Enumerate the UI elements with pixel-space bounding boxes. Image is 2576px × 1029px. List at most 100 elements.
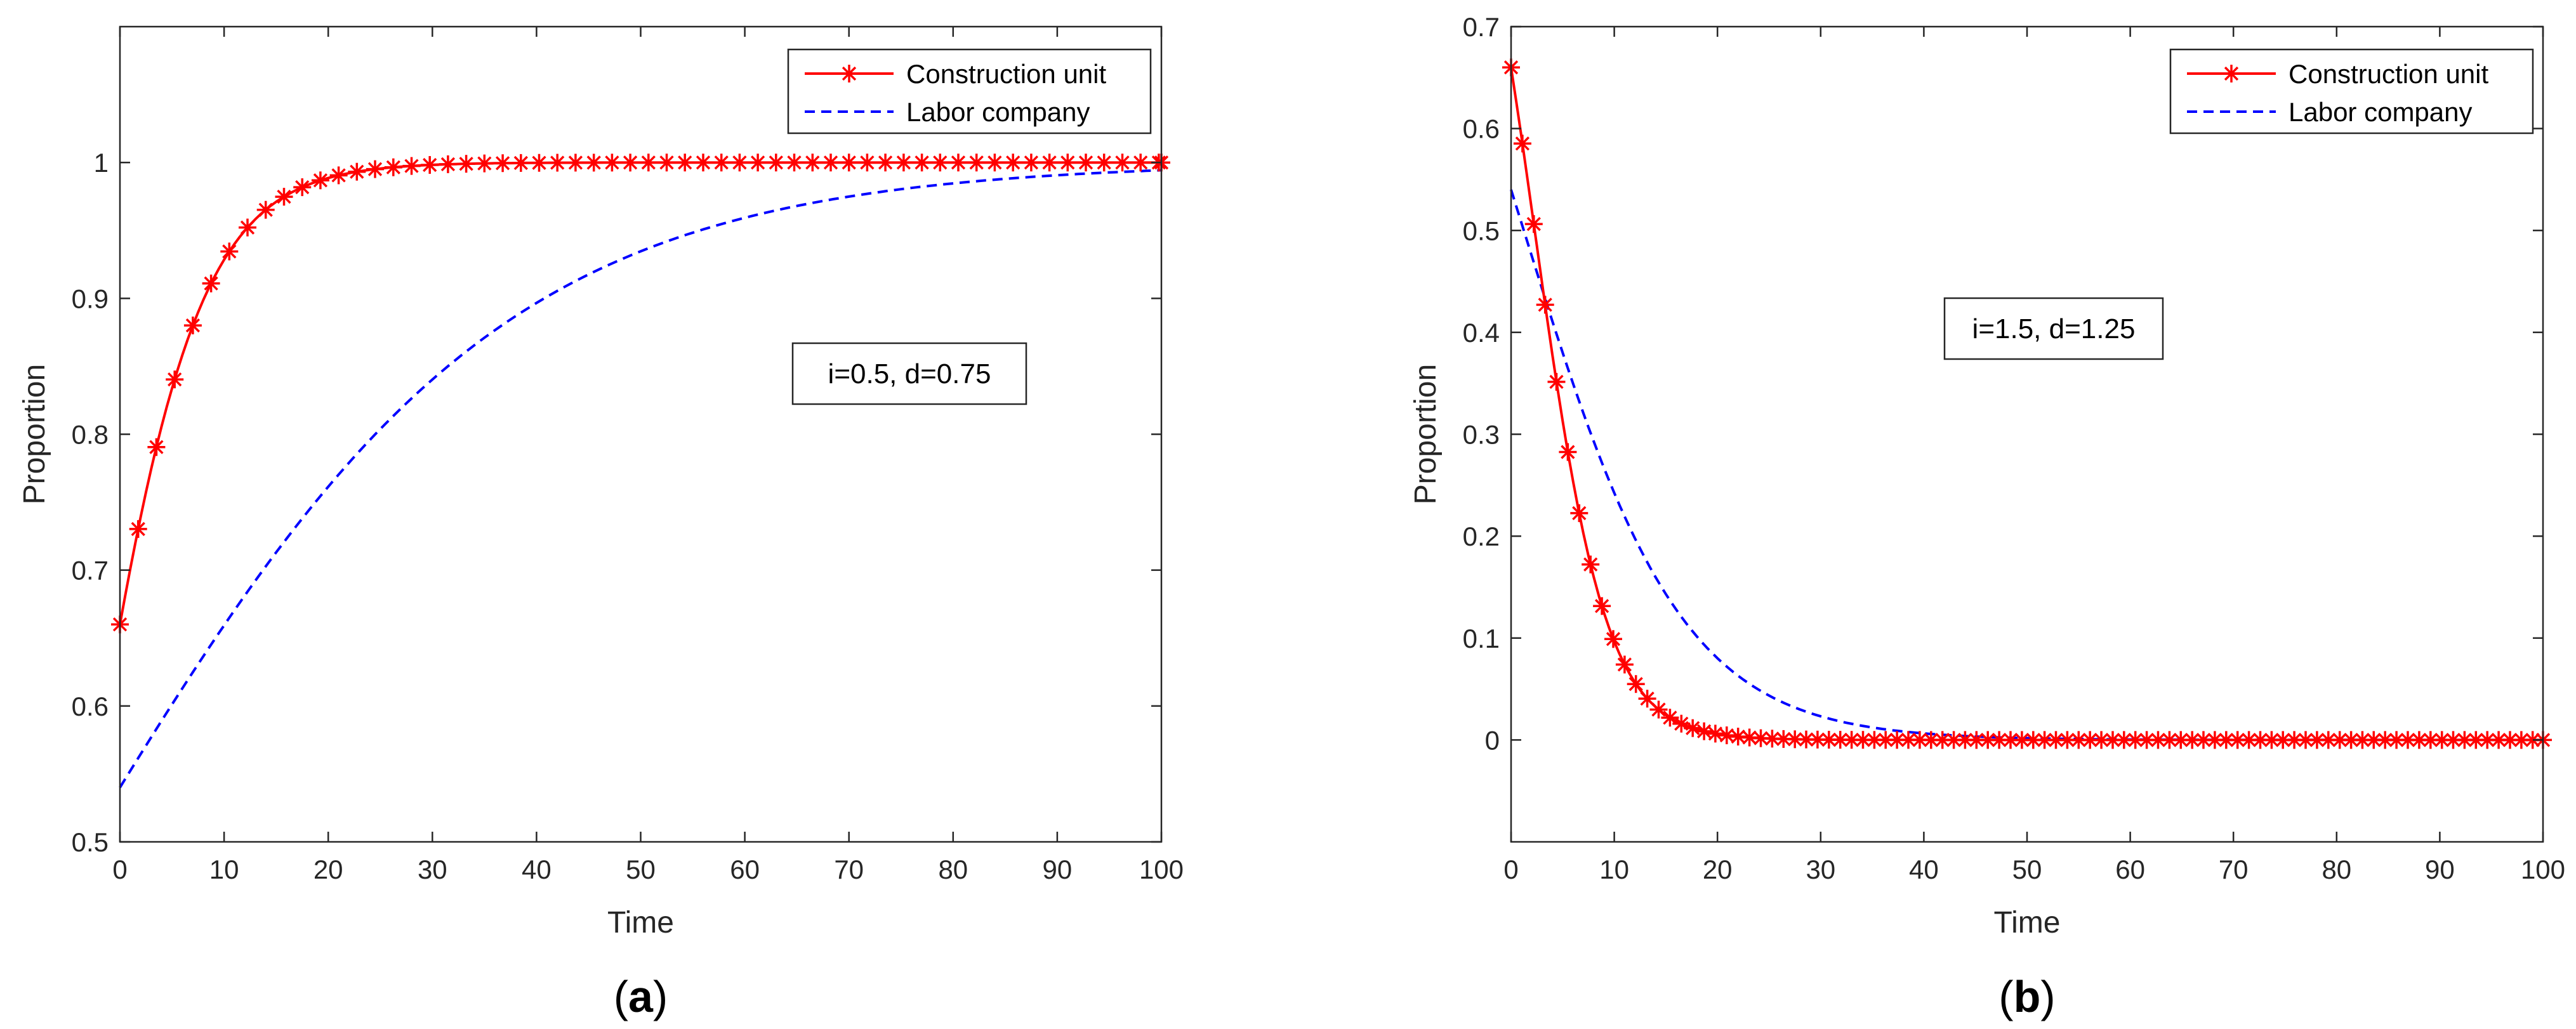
marker-stroke <box>477 156 492 171</box>
data-point-marker <box>803 154 822 172</box>
marker-stroke <box>1788 732 1802 747</box>
data-point-marker <box>566 154 585 172</box>
marker-stroke <box>2026 733 2040 747</box>
x-tick-label: 40 <box>1909 855 1939 884</box>
data-point-marker <box>1570 504 1589 522</box>
marker-stroke <box>1765 731 1780 746</box>
data-point-marker <box>1513 134 1531 153</box>
data-point-marker <box>1593 597 1611 615</box>
marker-stroke <box>1060 155 1075 170</box>
y-tick-label: 0.3 <box>1463 420 1500 450</box>
data-point-marker <box>402 157 421 175</box>
data-point-marker <box>2047 731 2065 749</box>
data-point-marker <box>166 370 184 389</box>
y-axis-label: Proportion <box>1409 364 1443 504</box>
marker-stroke <box>860 155 875 170</box>
legend-label-construction-unit: Construction unit <box>906 59 1106 89</box>
data-point-marker <box>1004 154 1022 172</box>
marker-stroke <box>1549 374 1564 390</box>
marker-stroke <box>2514 733 2529 747</box>
marker-stroke <box>168 372 182 387</box>
y-tick-label: 0.2 <box>1463 521 1500 551</box>
x-tick-label: 0 <box>112 855 127 884</box>
legend-marker-construction-unit <box>840 65 858 82</box>
data-point-marker <box>876 154 895 172</box>
x-tick-label: 60 <box>730 855 760 884</box>
marker-stroke <box>2060 733 2075 747</box>
data-point-marker <box>494 154 512 173</box>
data-point-marker <box>676 154 694 172</box>
marker-stroke <box>2162 733 2177 747</box>
marker-stroke <box>2321 733 2335 747</box>
x-tick-label: 70 <box>834 855 864 884</box>
data-point-marker <box>311 171 329 190</box>
data-point-marker <box>585 154 603 172</box>
data-point-marker <box>1922 731 1940 749</box>
data-point-marker <box>1763 730 1781 748</box>
y-tick-label: 0.6 <box>72 691 109 721</box>
series-markers-construction-unit <box>111 154 1170 634</box>
x-tick-label: 50 <box>626 855 656 884</box>
marker-stroke <box>131 521 145 537</box>
marker-stroke <box>1776 731 1791 747</box>
data-point-marker <box>239 218 256 237</box>
marker-stroke <box>2242 733 2256 747</box>
marker-stroke <box>2003 733 2018 747</box>
annotation-text: i=0.5, d=0.75 <box>828 358 991 390</box>
x-tick-label: 90 <box>2425 855 2455 884</box>
marker-stroke <box>258 202 273 217</box>
data-point-marker <box>1684 719 1702 737</box>
marker-stroke <box>2094 733 2109 747</box>
data-point-marker <box>1729 728 1747 746</box>
marker-stroke <box>2525 733 2540 747</box>
x-tick-label: 0 <box>1503 855 1518 884</box>
legend-box <box>787 48 1152 134</box>
marker-stroke <box>2412 733 2427 747</box>
data-point-marker <box>147 438 166 456</box>
data-point-marker <box>730 154 749 172</box>
y-tick-label: 0.6 <box>1463 114 1500 144</box>
marker-stroke <box>987 155 1002 170</box>
legend-label-labor-company: Labor company <box>2289 97 2473 127</box>
marker-stroke <box>2389 733 2404 747</box>
marker-stroke <box>2480 733 2495 747</box>
legend: Construction unit Labor company <box>787 48 1152 134</box>
marker-stroke <box>1742 730 1757 745</box>
y-tick-label: 0.5 <box>72 827 109 857</box>
marker-stroke <box>185 318 201 333</box>
y-tick-label: 0.7 <box>72 556 109 586</box>
data-point-marker <box>967 154 986 172</box>
legend: Construction unit Labor company <box>2169 48 2534 134</box>
marker-stroke <box>915 155 929 170</box>
series-line-labor-company <box>1510 189 2543 742</box>
data-point-marker <box>1706 724 1724 743</box>
marker-stroke <box>678 155 692 170</box>
x-tick-label: 20 <box>1703 855 1733 884</box>
marker-stroke <box>1663 711 1677 725</box>
marker-stroke <box>222 244 237 259</box>
data-point-marker <box>183 317 202 334</box>
marker-stroke <box>605 155 619 170</box>
data-point-marker <box>439 155 457 173</box>
marker-stroke <box>2287 733 2302 747</box>
data-point-marker <box>1095 154 1113 172</box>
marker-stroke <box>2344 733 2358 747</box>
data-point-marker <box>931 154 949 172</box>
data-point-marker <box>512 154 530 172</box>
x-tick-label: 100 <box>2521 855 2565 884</box>
marker-stroke <box>1617 657 1632 672</box>
series-line-labor-company <box>119 169 1162 789</box>
data-point-marker <box>2421 731 2440 749</box>
data-point-marker <box>767 154 785 172</box>
x-tick-label: 10 <box>209 855 239 884</box>
data-point-marker <box>293 178 312 197</box>
data-point-marker <box>1649 700 1668 719</box>
data-point-marker <box>384 158 402 176</box>
data-point-marker <box>2217 731 2235 749</box>
caption-close-paren: ) <box>2040 972 2055 1021</box>
y-axis-ticks: 0.5 0.6 0.7 0.8 0.9 1 <box>72 148 1161 857</box>
data-point-marker <box>694 154 712 172</box>
marker-stroke <box>2128 733 2143 747</box>
caption-letter: b <box>2014 972 2041 1021</box>
data-point-marker <box>2388 731 2406 749</box>
